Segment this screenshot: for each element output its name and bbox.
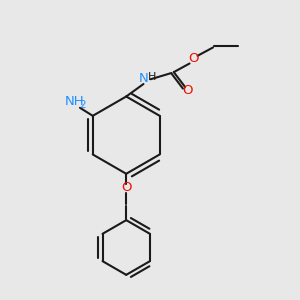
Text: O: O [121, 181, 131, 194]
Text: NH: NH [65, 95, 85, 108]
Text: N: N [139, 72, 149, 85]
Text: 2: 2 [80, 100, 86, 110]
Text: O: O [188, 52, 199, 65]
Text: O: O [182, 84, 192, 97]
Text: H: H [148, 72, 156, 82]
